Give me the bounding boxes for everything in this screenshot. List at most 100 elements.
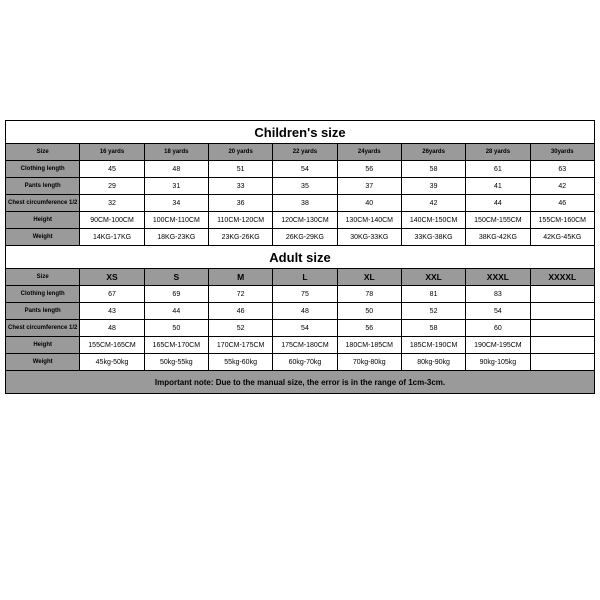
children-cell: 42 (401, 195, 465, 212)
adult-cell: 185CM-190CM (401, 337, 465, 354)
children-hdr-1: 16 yards (80, 144, 144, 161)
adult-cell: 55kg-60kg (208, 354, 272, 371)
children-cell: 41 (466, 178, 530, 195)
children-cell: 36 (208, 195, 272, 212)
adult-cell: 180CM-185CM (337, 337, 401, 354)
children-row-clothing: Clothing length 45 48 51 54 56 58 61 63 (6, 161, 595, 178)
children-cell: 42KG-45KG (530, 229, 594, 246)
children-cell: 33KG-38KG (401, 229, 465, 246)
children-cell: 46 (530, 195, 594, 212)
adult-cell: 52 (401, 303, 465, 320)
children-label-1: Pants length (6, 178, 80, 195)
children-hdr-3: 20 yards (208, 144, 272, 161)
adult-cell: 46 (208, 303, 272, 320)
children-cell: 35 (273, 178, 337, 195)
children-cell: 18KG-23KG (144, 229, 208, 246)
adult-label-4: Weight (6, 354, 80, 371)
children-header-row: Size 16 yards 18 yards 20 yards 22 yards… (6, 144, 595, 161)
adult-cell: 83 (466, 286, 530, 303)
adult-cell: 175CM-180CM (273, 337, 337, 354)
children-cell: 51 (208, 161, 272, 178)
adult-hdr-1: XS (80, 269, 144, 286)
adult-cell (530, 337, 594, 354)
adult-header-row: Size XS S M L XL XXL XXXL XXXXL (6, 269, 595, 286)
adult-cell: 54 (466, 303, 530, 320)
children-cell: 44 (466, 195, 530, 212)
children-cell: 37 (337, 178, 401, 195)
adult-cell: 78 (337, 286, 401, 303)
adult-hdr-6: XXL (401, 269, 465, 286)
adult-cell: 43 (80, 303, 144, 320)
children-cell: 61 (466, 161, 530, 178)
children-title: Children's size (6, 121, 595, 144)
children-hdr-4: 22 yards (273, 144, 337, 161)
adult-cell: 45kg-50kg (80, 354, 144, 371)
adult-cell: 50kg-55kg (144, 354, 208, 371)
adult-cell: 60kg-70kg (273, 354, 337, 371)
adult-label-1: Pants length (6, 303, 80, 320)
adult-row-clothing: Clothing length 67 69 72 75 78 81 83 (6, 286, 595, 303)
children-cell: 38KG-42KG (466, 229, 530, 246)
children-cell: 130CM-140CM (337, 212, 401, 229)
children-cell: 30KG-33KG (337, 229, 401, 246)
children-cell: 56 (337, 161, 401, 178)
adult-cell: 72 (208, 286, 272, 303)
children-label-3: Height (6, 212, 80, 229)
children-cell: 38 (273, 195, 337, 212)
children-cell: 48 (144, 161, 208, 178)
adult-cell (530, 303, 594, 320)
children-hdr-0: Size (6, 144, 80, 161)
children-cell: 63 (530, 161, 594, 178)
children-label-2: Chest circumference 1/2 (6, 195, 80, 212)
children-label-0: Clothing length (6, 161, 80, 178)
adult-cell: 75 (273, 286, 337, 303)
children-cell: 100CM-110CM (144, 212, 208, 229)
children-cell: 33 (208, 178, 272, 195)
size-tables-wrapper: Children's size Size 16 yards 18 yards 2… (0, 0, 600, 600)
children-hdr-2: 18 yards (144, 144, 208, 161)
children-label-4: Weight (6, 229, 80, 246)
adult-row-weight: Weight 45kg-50kg 50kg-55kg 55kg-60kg 60k… (6, 354, 595, 371)
children-cell: 14KG-17KG (80, 229, 144, 246)
adult-cell (530, 354, 594, 371)
adult-cell: 80kg-90kg (401, 354, 465, 371)
children-cell: 54 (273, 161, 337, 178)
children-cell: 42 (530, 178, 594, 195)
adult-cell: 81 (401, 286, 465, 303)
children-cell: 29 (80, 178, 144, 195)
children-row-height: Height 90CM-100CM 100CM-110CM 110CM-120C… (6, 212, 595, 229)
adult-cell: 58 (401, 320, 465, 337)
adult-cell: 52 (208, 320, 272, 337)
children-hdr-5: 24yards (337, 144, 401, 161)
children-cell: 34 (144, 195, 208, 212)
adult-title: Adult size (6, 246, 595, 269)
children-row-chest: Chest circumference 1/2 32 34 36 38 40 4… (6, 195, 595, 212)
adult-cell: 70kg-80kg (337, 354, 401, 371)
children-cell: 32 (80, 195, 144, 212)
children-row-pants: Pants length 29 31 33 35 37 39 41 42 (6, 178, 595, 195)
children-hdr-6: 26yards (401, 144, 465, 161)
adult-cell: 56 (337, 320, 401, 337)
adult-cell (530, 320, 594, 337)
adult-row-pants: Pants length 43 44 46 48 50 52 54 (6, 303, 595, 320)
children-cell: 140CM-150CM (401, 212, 465, 229)
adult-cell: 155CM-165CM (80, 337, 144, 354)
adult-cell: 50 (337, 303, 401, 320)
children-cell: 90CM-100CM (80, 212, 144, 229)
adult-cell: 90kg-105kg (466, 354, 530, 371)
adult-row-chest: Chest circumference 1/2 48 50 52 54 56 5… (6, 320, 595, 337)
children-title-row: Children's size (6, 121, 595, 144)
adult-row-height: Height 155CM-165CM 165CM-170CM 170CM-175… (6, 337, 595, 354)
children-cell: 26KG-29KG (273, 229, 337, 246)
adult-cell: 60 (466, 320, 530, 337)
adult-cell: 67 (80, 286, 144, 303)
adult-cell: 165CM-170CM (144, 337, 208, 354)
adult-cell: 170CM-175CM (208, 337, 272, 354)
children-cell: 40 (337, 195, 401, 212)
adult-cell: 190CM-195CM (466, 337, 530, 354)
adult-cell: 44 (144, 303, 208, 320)
children-cell: 23KG-26KG (208, 229, 272, 246)
adult-label-2: Chest circumference 1/2 (6, 320, 80, 337)
children-hdr-7: 28 yards (466, 144, 530, 161)
adult-hdr-5: XL (337, 269, 401, 286)
